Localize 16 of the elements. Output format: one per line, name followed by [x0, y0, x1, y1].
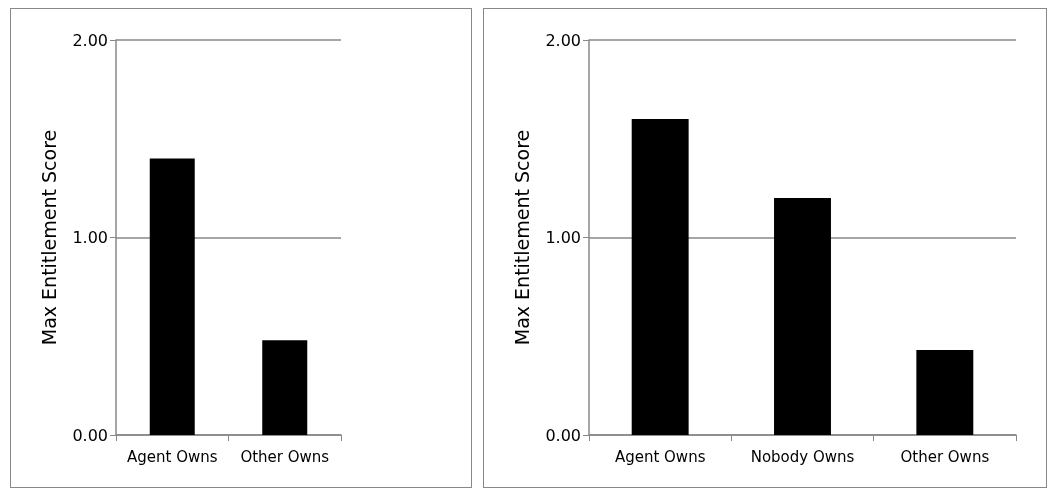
y-axis-title: Max Entitlement Score [37, 129, 60, 346]
y-axis-title: Max Entitlement Score [510, 129, 533, 346]
y-tick-label: 0.00 [72, 425, 108, 445]
x-tick-label: Other Owns [240, 447, 330, 466]
x-tick-label: Agent Owns [614, 447, 706, 466]
y-tick-label: 1.00 [72, 228, 108, 247]
bar [916, 350, 974, 435]
bar [631, 119, 689, 435]
x-tick-label: Other Owns [900, 447, 990, 466]
y-tick-label: 2.00 [545, 30, 581, 50]
y-tick-label: 0.00 [545, 425, 581, 445]
bar [774, 198, 831, 435]
x-tick-label: Agent Owns [126, 447, 218, 466]
y-tick-label: 2.00 [72, 30, 108, 50]
y-tick-label: 1.00 [545, 228, 581, 247]
x-tick-label: Nobody Owns [750, 447, 855, 466]
